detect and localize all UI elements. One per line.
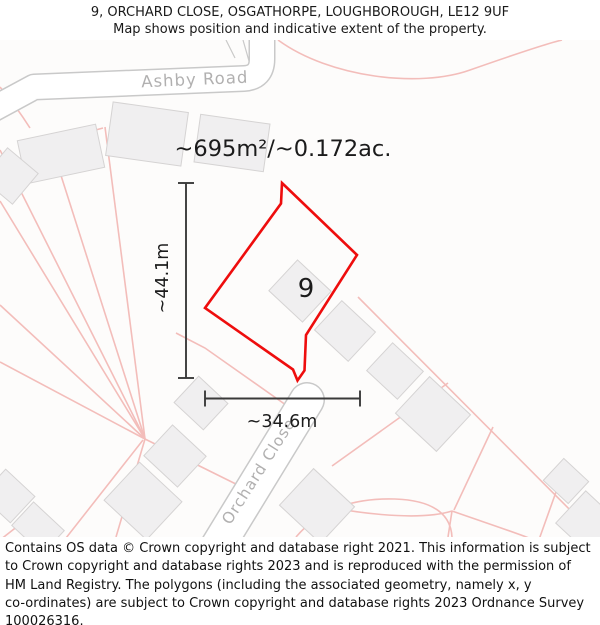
building	[103, 461, 183, 537]
property-boundary	[203, 180, 359, 384]
ashby-road-label: Ashby Road	[141, 68, 249, 92]
path-fork-line	[225, 40, 236, 59]
building	[11, 501, 65, 537]
building	[143, 424, 207, 488]
building	[0, 468, 36, 524]
building-plot-9	[268, 259, 332, 323]
page-title: 9, ORCHARD CLOSE, OSGATHORPE, LOUGHBOROU…	[90, 5, 510, 20]
footer-line: HM Land Registry. The polygons (includin…	[5, 577, 532, 593]
building	[193, 113, 271, 173]
building	[365, 342, 425, 400]
building	[278, 467, 356, 537]
building	[394, 375, 472, 453]
building	[555, 490, 600, 537]
building	[542, 457, 590, 505]
map-container: Ashby Road Orchard Close 9 ~695m²/~0.172…	[0, 40, 600, 537]
ashby-road-surface	[0, 40, 274, 119]
footer-line: to Crown copyright and database rights 2…	[5, 559, 571, 575]
plot-number-label: 9	[298, 274, 315, 304]
building	[105, 101, 189, 167]
width-dimension-label: ~34.6m	[247, 412, 318, 432]
area-label: ~695m²/~0.172ac.	[175, 136, 392, 162]
road-surfaces	[0, 40, 324, 537]
height-dimension-label: ~44.1m	[153, 243, 173, 314]
footer-line: Contains OS data © Crown copyright and d…	[5, 541, 591, 556]
buildings	[0, 101, 600, 537]
building	[0, 147, 39, 205]
footer-line: co-ordinates) are subject to Crown copyr…	[5, 595, 585, 611]
page-subtitle: Map shows position and indicative extent…	[113, 22, 487, 37]
footer-line: 100026316.	[5, 614, 84, 625]
building	[173, 375, 229, 431]
building	[313, 299, 377, 363]
orchard-close-surface	[203, 383, 324, 537]
path-fork-line	[242, 40, 250, 62]
dimension-lines	[178, 182, 361, 407]
copyright-footer: Contains OS data © Crown copyright and d…	[0, 537, 600, 625]
header: 9, ORCHARD CLOSE, OSGATHORPE, LOUGHBOROU…	[0, 0, 600, 40]
map-image: Ashby Road Orchard Close 9 ~695m²/~0.172…	[0, 40, 600, 537]
